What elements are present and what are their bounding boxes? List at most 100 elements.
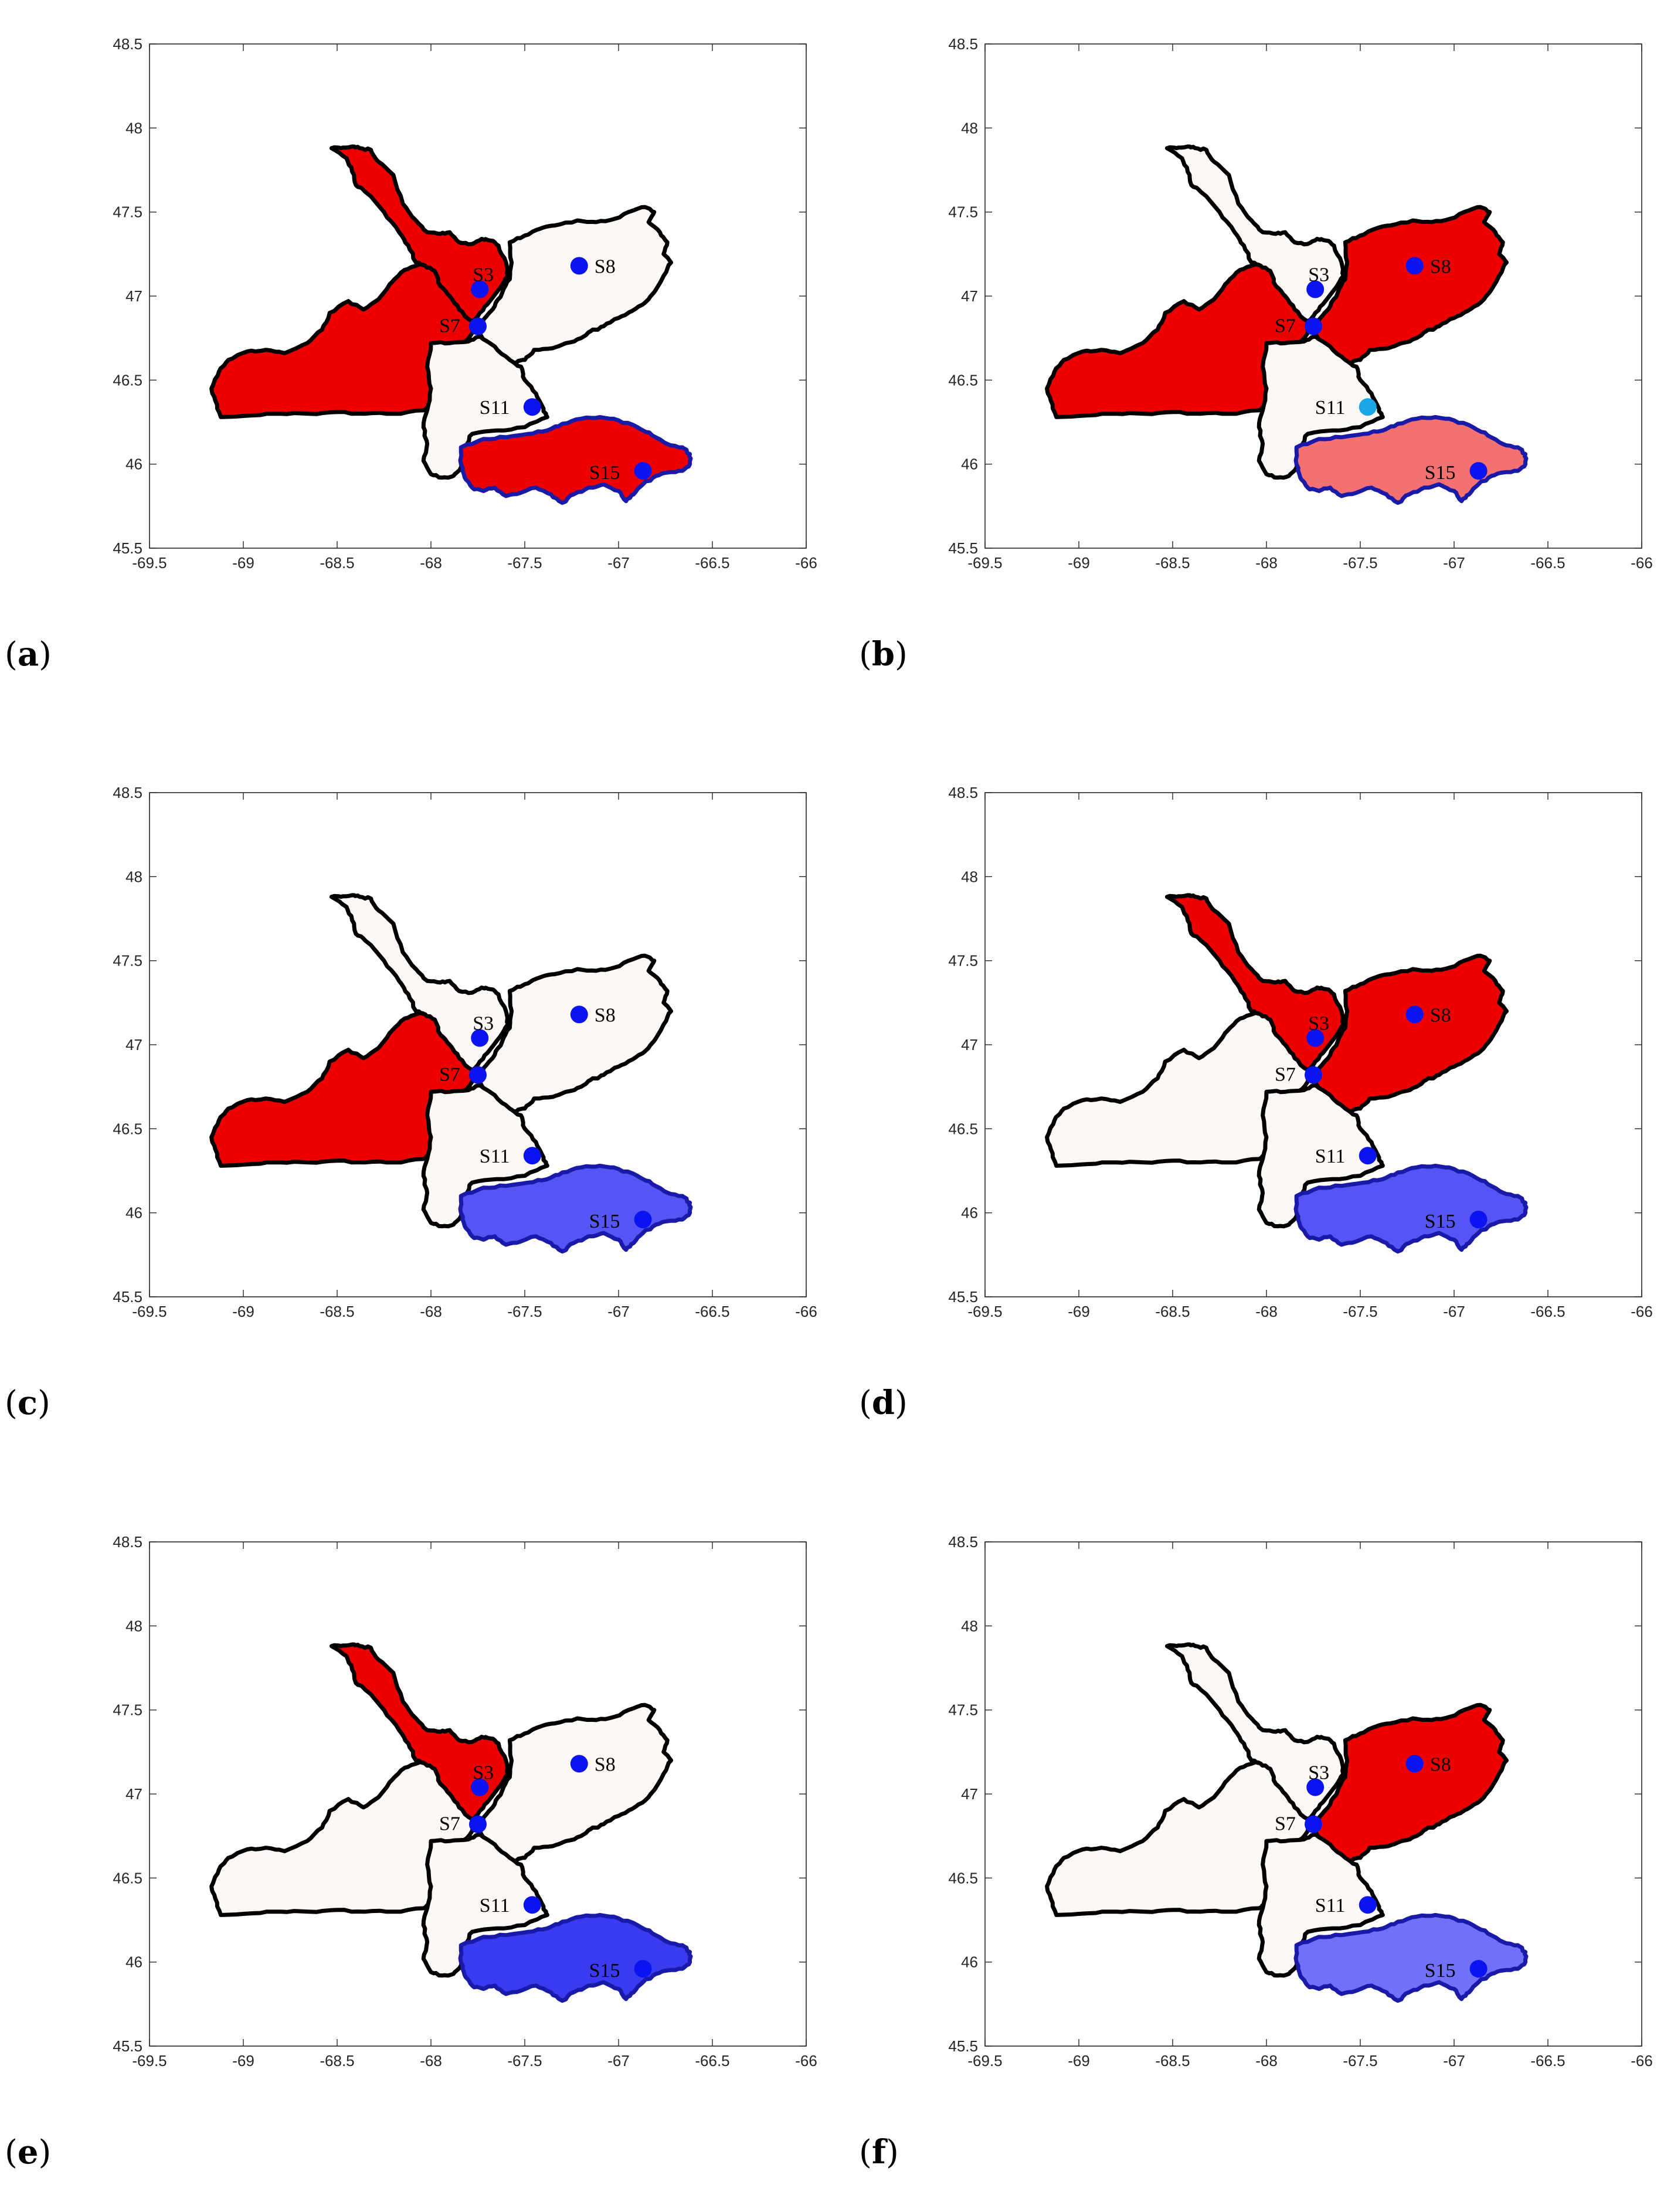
x-tick-label: -68.5 [320, 2052, 354, 2070]
x-tick-label: -67.5 [507, 2052, 542, 2070]
y-tick-label: 48.5 [948, 784, 978, 801]
station-label-s3: S3 [473, 264, 494, 286]
x-tick-label: -66.5 [695, 1303, 729, 1320]
catchment-s11 [421, 334, 549, 480]
x-tick-label: -67 [607, 1303, 630, 1320]
x-tick-label: -66.5 [1530, 1303, 1565, 1320]
station-marker-s7 [1305, 1815, 1322, 1833]
y-tick-label: 48 [125, 1617, 142, 1635]
station-label-s7: S7 [439, 315, 460, 337]
x-tick-label: -67 [607, 2052, 630, 2070]
y-tick-label: 46.5 [948, 1120, 978, 1137]
catchment-s15 [458, 414, 693, 505]
y-tick-label: 46 [961, 456, 978, 473]
station-label-s7: S7 [439, 1813, 460, 1835]
x-tick-label: -66 [795, 554, 817, 572]
station-label-s11: S11 [480, 1146, 510, 1167]
map-panel-e: -69.5 -69 -68.5 -68 -67.5 -67 -66.5 -66 45.5 46 46… [113, 1533, 817, 2070]
station-marker-s11 [523, 1147, 541, 1165]
x-tick-label: -66.5 [1530, 2052, 1565, 2070]
x-tick-label: -68 [1255, 1303, 1278, 1320]
x-tick-label: -67 [1443, 2052, 1465, 2070]
station-label-s15: S15 [1425, 1211, 1456, 1232]
map-panel-b: -69.5 -69 -68.5 -68 -67.5 -67 -66.5 -66 45.5 46 46… [948, 35, 1652, 572]
y-tick-label: 45.5 [113, 539, 142, 557]
x-tick-label: -69.5 [967, 1303, 1002, 1320]
station-label-s7: S7 [1275, 1813, 1296, 1835]
panel-letter-b: (b) [859, 635, 908, 674]
catchment-s11 [1257, 1832, 1385, 1978]
x-tick-label: -68.5 [1155, 554, 1190, 572]
station-marker-s3 [471, 1778, 489, 1796]
station-label-s11: S11 [480, 397, 510, 419]
x-tick-label: -69.5 [132, 1303, 167, 1320]
station-marker-s15 [1469, 1960, 1488, 1978]
x-tick-label: -66 [1631, 1303, 1653, 1320]
x-tick-label: -69.5 [967, 2052, 1002, 2070]
x-tick-label: -67.5 [507, 554, 542, 572]
x-tick-label: -68 [1255, 2052, 1278, 2070]
y-tick-label: 47 [125, 1036, 142, 1054]
station-marker-s8 [1405, 257, 1424, 275]
x-tick-label: -68 [420, 554, 442, 572]
catchment-s3 [329, 144, 510, 324]
x-tick-label: -67.5 [507, 1303, 542, 1320]
catchment-s3 [1164, 893, 1346, 1072]
y-tick-label: 48 [125, 868, 142, 885]
y-tick-label: 46 [961, 1204, 978, 1222]
station-label-s15: S15 [1425, 1960, 1456, 1982]
station-label-s11: S11 [1315, 1146, 1346, 1167]
x-tick-label: -67 [1443, 554, 1465, 572]
y-tick-label: 47 [961, 1785, 978, 1803]
x-tick-label: -66 [1631, 554, 1653, 572]
station-marker-s7 [469, 317, 487, 335]
station-label-s15: S15 [1425, 462, 1456, 484]
map-panel-f: -69.5 -69 -68.5 -68 -67.5 -67 -66.5 -66 45.5 46 46… [948, 1533, 1652, 2070]
station-label-s8: S8 [595, 1754, 616, 1775]
y-tick-label: 46 [125, 1953, 142, 1971]
station-marker-s8 [1405, 1755, 1424, 1773]
station-label-s8: S8 [1430, 1004, 1451, 1026]
x-tick-label: -69 [1068, 2052, 1090, 2070]
y-tick-label: 47.5 [113, 203, 142, 221]
station-marker-s11 [1359, 398, 1377, 416]
y-tick-label: 46.5 [113, 1869, 142, 1887]
x-tick-label: -66 [795, 1303, 817, 1320]
y-tick-label: 48 [961, 119, 978, 137]
station-label-s7: S7 [1275, 315, 1296, 337]
y-tick-label: 46 [125, 1204, 142, 1222]
x-tick-label: -66.5 [695, 554, 729, 572]
y-tick-label: 46.5 [113, 1120, 142, 1137]
catchment-s15 [1293, 1912, 1529, 2003]
y-tick-label: 47.5 [948, 203, 978, 221]
station-label-s15: S15 [589, 1211, 620, 1232]
y-tick-label: 45.5 [948, 539, 978, 557]
y-tick-label: 47.5 [948, 1701, 978, 1719]
station-label-s3: S3 [1308, 264, 1329, 286]
x-tick-label: -69.5 [132, 2052, 167, 2070]
station-marker-s11 [523, 398, 541, 416]
station-label-s8: S8 [1430, 256, 1451, 277]
station-label-s11: S11 [1315, 1895, 1346, 1917]
y-tick-label: 48.5 [948, 1533, 978, 1551]
x-tick-label: -69 [232, 1303, 254, 1320]
y-tick-label: 46.5 [113, 371, 142, 389]
y-tick-label: 48.5 [113, 1533, 142, 1551]
x-tick-label: -69 [1068, 554, 1090, 572]
station-marker-s11 [523, 1896, 541, 1914]
station-marker-s15 [1469, 1211, 1488, 1229]
x-tick-label: -69 [1068, 1303, 1090, 1320]
y-tick-label: 47.5 [113, 952, 142, 970]
y-tick-label: 48.5 [113, 784, 142, 801]
station-label-s3: S3 [473, 1013, 494, 1035]
station-marker-s8 [1405, 1005, 1424, 1024]
station-marker-s3 [1306, 280, 1325, 298]
station-label-s15: S15 [589, 462, 620, 484]
y-tick-label: 48 [961, 1617, 978, 1635]
catchment-s15 [1293, 414, 1529, 505]
station-marker-s15 [634, 1211, 652, 1229]
x-tick-label: -67 [607, 554, 630, 572]
x-tick-label: -68.5 [320, 1303, 354, 1320]
x-tick-label: -67.5 [1343, 1303, 1377, 1320]
